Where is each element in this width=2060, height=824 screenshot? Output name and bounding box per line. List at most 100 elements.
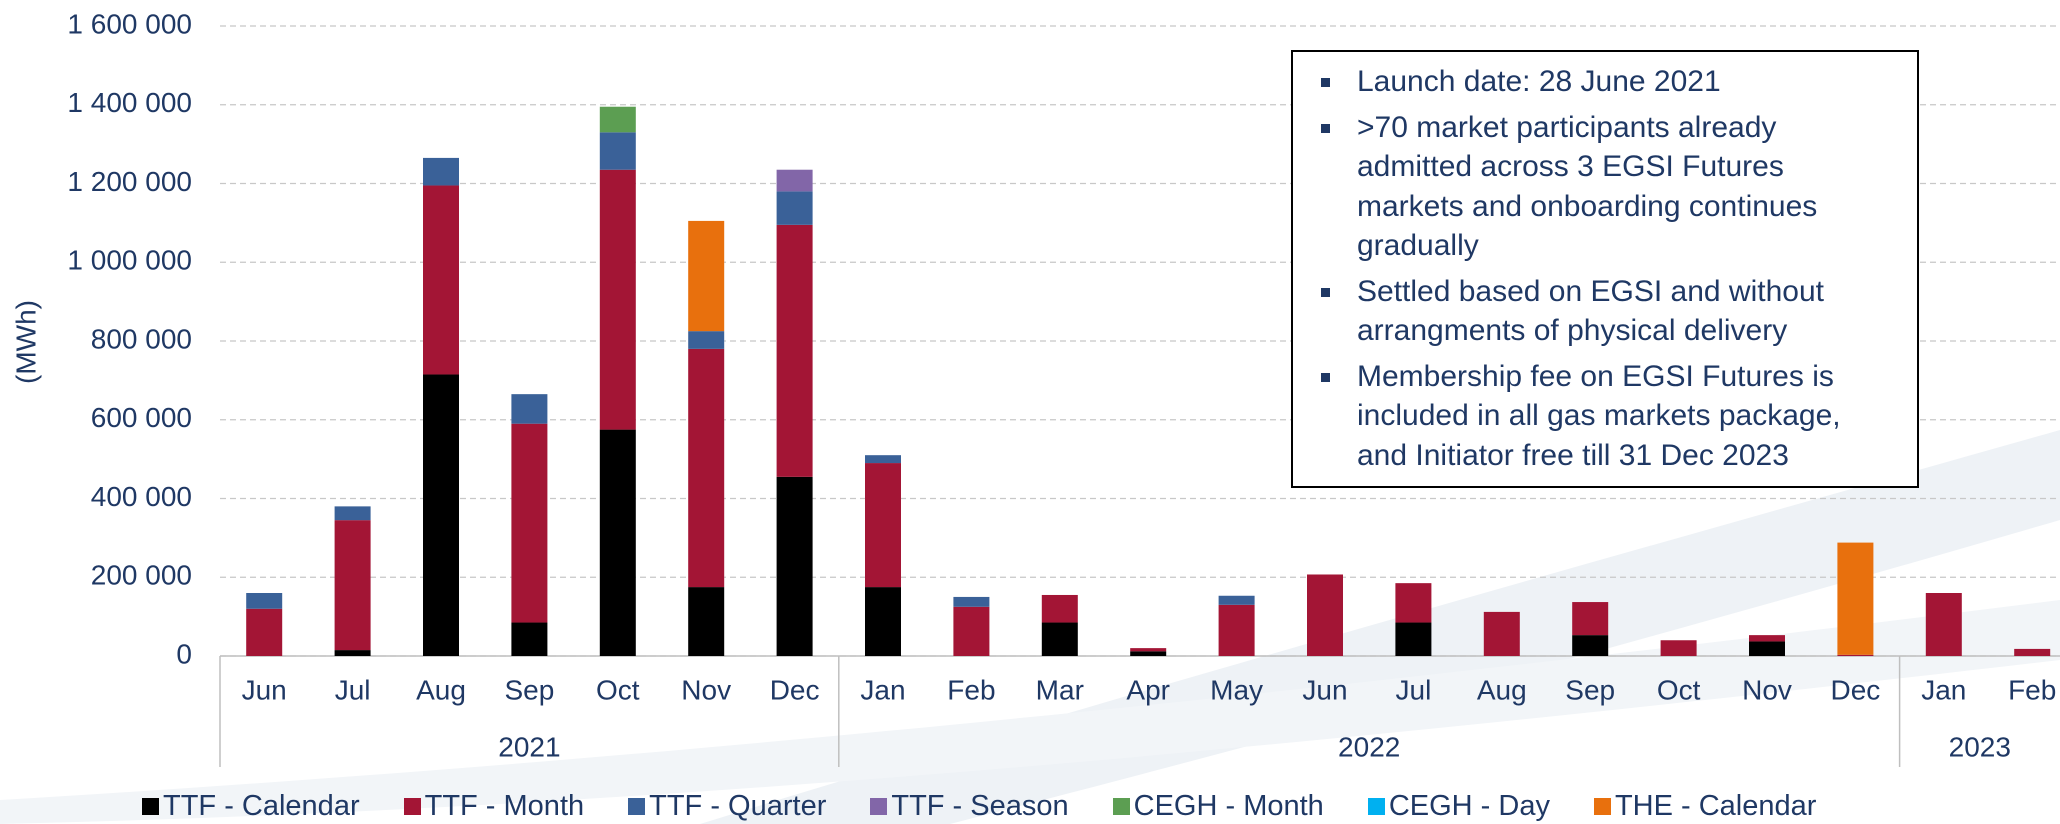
bar-segment <box>953 606 990 656</box>
bar-segment <box>953 596 990 607</box>
bar-segment <box>776 476 813 656</box>
bar-segment <box>599 106 636 133</box>
legend-label: TTF - Season <box>891 790 1069 822</box>
legend-item: THE - Calendar <box>1593 790 1817 823</box>
bar-segment <box>688 331 725 349</box>
bar-segment <box>776 224 813 477</box>
y-tick-label: 600 000 <box>91 402 192 433</box>
bar-segment <box>1749 635 1785 642</box>
bar-segment <box>688 348 725 588</box>
y-tick-label: 1 200 000 <box>67 166 192 197</box>
legend-swatch <box>1112 798 1130 815</box>
bar-segment <box>1572 635 1609 656</box>
notes-list: Launch date: 28 June 2021 >70 market part… <box>1317 62 1897 475</box>
bar-segment <box>334 520 371 651</box>
legend-label: TTF - Month <box>424 790 585 822</box>
legend-item: CEGH - Day <box>1367 790 1550 823</box>
legend-swatch <box>870 798 888 815</box>
x-tick-label: Nov <box>1742 674 1792 705</box>
bar-segment <box>334 506 371 521</box>
bar-segment <box>246 608 283 656</box>
y-axis-label: (MWh) <box>10 300 41 384</box>
legend-label: TTF - Quarter <box>649 790 827 822</box>
x-tick-label: Feb <box>2008 674 2056 705</box>
legend-item: CEGH - Month <box>1112 790 1324 823</box>
bar-segment <box>1041 622 1078 656</box>
bar-segment <box>1572 602 1609 636</box>
x-tick-label: Jan <box>860 674 905 705</box>
x-tick-label: Jan <box>1921 674 1966 705</box>
background <box>0 430 2060 824</box>
bar-segment <box>865 455 901 464</box>
bar-segment <box>423 157 459 186</box>
bar-segment <box>1395 583 1432 623</box>
y-tick-label: 1 400 000 <box>67 87 192 118</box>
legend-swatch <box>1593 798 1611 815</box>
x-tick-label: Mar <box>1036 674 1084 705</box>
x-tick-label: Apr <box>1126 674 1170 705</box>
legend-swatch <box>142 798 159 815</box>
bar-segment <box>865 463 901 588</box>
bar-segment <box>1218 604 1255 656</box>
legend-label: CEGH - Day <box>1388 790 1550 822</box>
y-tick-label: 0 <box>176 638 192 669</box>
bar-segment <box>599 132 636 170</box>
bar-segment <box>1837 542 1874 655</box>
x-tick-label: Dec <box>770 674 820 705</box>
bar-segment <box>423 374 459 656</box>
bar-segment <box>1837 654 1874 656</box>
legend-swatch <box>403 798 421 815</box>
note: >70 market participants already admitted… <box>1317 108 1897 266</box>
bar-segment <box>334 650 371 656</box>
bar-segment <box>1130 651 1167 656</box>
legend-label: CEGH - Month <box>1133 790 1324 822</box>
group-label: 2023 <box>1949 731 2011 762</box>
x-tick-label: Feb <box>947 674 995 705</box>
x-tick-label: Aug <box>416 674 466 705</box>
x-tick-label: Nov <box>681 674 731 705</box>
bar-segment <box>776 191 813 225</box>
legend-item: TTF - Quarter <box>628 790 826 823</box>
bar-segment <box>1130 648 1167 652</box>
bar-segment <box>776 169 813 192</box>
legend-swatch <box>1367 798 1385 815</box>
legend: TTF - Calendar TTF - Month TTF - Quarter TT… <box>142 790 1860 823</box>
bar-segment <box>1483 611 1520 656</box>
bar-segment <box>599 429 636 656</box>
legend-item: TTF - Calendar <box>142 790 360 823</box>
x-tick-label: Sep <box>1565 674 1615 705</box>
note: Settled based on EGSI and without arrang… <box>1317 272 1897 351</box>
y-tick-label: 400 000 <box>91 481 192 512</box>
legend-item: TTF - Month <box>403 790 585 823</box>
bar-segment <box>1041 594 1078 623</box>
y-tick-label: 1 600 000 <box>67 8 192 39</box>
bar-segment <box>599 169 636 430</box>
bar-segment <box>2014 648 2051 656</box>
x-tick-label: Oct <box>596 674 640 705</box>
notes-box: Launch date: 28 June 2021 >70 market part… <box>1291 50 1919 488</box>
bar-segment <box>1218 595 1255 605</box>
bar-segment <box>511 622 548 656</box>
x-tick-label: Jul <box>1396 674 1432 705</box>
x-tick-label: Jul <box>335 674 371 705</box>
bar-segment <box>1660 640 1697 656</box>
x-tick-label: Oct <box>1657 674 1701 705</box>
bar-segment <box>1925 593 1962 656</box>
bar-segment <box>246 593 283 609</box>
bar-segment <box>1307 574 1343 656</box>
bar-segment <box>688 220 725 332</box>
legend-label: THE - Calendar <box>1614 790 1817 822</box>
legend-item: TTF - Season <box>870 790 1069 823</box>
bar-segment <box>688 587 725 656</box>
x-tick-label: Dec <box>1831 674 1881 705</box>
note: Launch date: 28 June 2021 <box>1317 62 1897 102</box>
group-label: 2021 <box>498 731 560 762</box>
x-tick-label: Aug <box>1477 674 1527 705</box>
legend-label: TTF - Calendar <box>163 790 360 822</box>
group-label: 2022 <box>1338 731 1400 762</box>
bar-segment <box>511 423 548 623</box>
bar-segment <box>865 587 901 656</box>
bar-segment <box>1395 622 1432 656</box>
x-tick-label: Jun <box>242 674 287 705</box>
